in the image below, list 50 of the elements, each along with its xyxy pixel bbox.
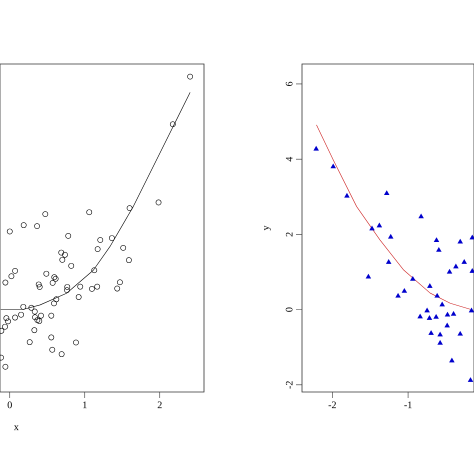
x-tick-label: 1 — [83, 402, 87, 408]
point — [462, 259, 467, 264]
point — [436, 247, 442, 252]
point — [410, 276, 416, 281]
point — [440, 302, 445, 306]
y-tick-label: 0 — [286, 308, 292, 312]
point — [470, 268, 474, 273]
point — [468, 377, 474, 382]
point — [418, 314, 423, 318]
point — [428, 330, 434, 335]
point — [427, 283, 432, 288]
point — [366, 274, 371, 278]
point — [344, 193, 350, 198]
point — [314, 146, 319, 151]
point — [434, 314, 439, 319]
point — [468, 308, 474, 312]
point — [418, 214, 424, 218]
x-tick-label: 2 — [158, 402, 162, 408]
point — [438, 340, 443, 345]
y-tick-label: -2 — [286, 381, 292, 389]
point — [449, 358, 454, 362]
x-tick-label: 0 — [8, 402, 12, 408]
point — [438, 332, 443, 336]
y-axis-title: y — [264, 226, 271, 230]
y-tick-label: 6 — [286, 82, 292, 86]
x-tick-label: -1 — [404, 402, 412, 408]
point — [402, 288, 407, 293]
point — [386, 259, 392, 264]
point — [453, 264, 458, 268]
point — [424, 308, 430, 312]
x-tick-label: -2 — [328, 402, 336, 408]
point — [369, 226, 375, 230]
point — [434, 238, 440, 242]
point — [444, 312, 450, 316]
y-tick-label: 4 — [286, 156, 292, 162]
point — [388, 234, 394, 239]
point — [458, 239, 463, 244]
point — [426, 315, 432, 320]
point — [451, 311, 456, 316]
point — [444, 322, 450, 328]
point — [470, 234, 474, 240]
point — [458, 331, 463, 336]
point — [376, 222, 382, 228]
y-tick-label: 2 — [286, 232, 292, 236]
point — [446, 269, 452, 274]
point — [330, 164, 336, 168]
point — [396, 293, 401, 298]
point — [384, 190, 390, 195]
point — [434, 293, 440, 298]
x-axis-title: x — [14, 426, 19, 430]
